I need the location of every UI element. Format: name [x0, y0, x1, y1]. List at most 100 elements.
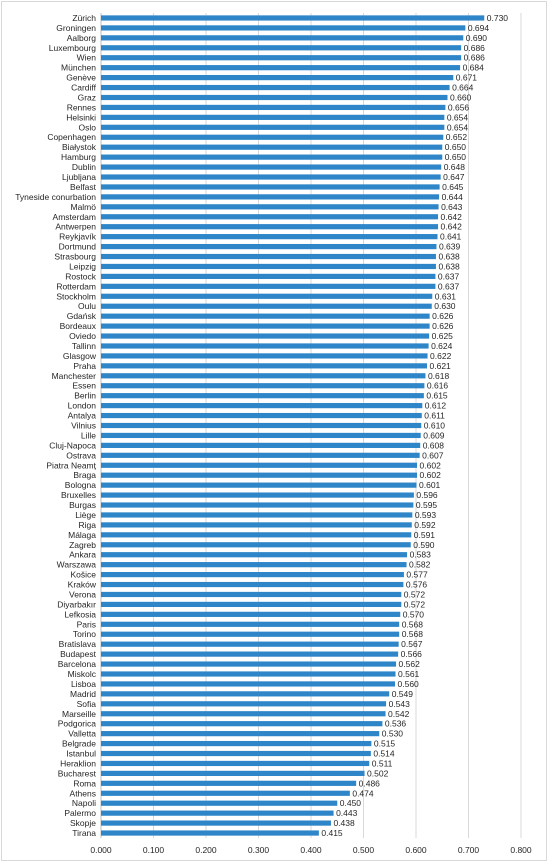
- bar: [101, 45, 462, 51]
- value-label: 0.568: [402, 619, 424, 629]
- value-label: 0.570: [403, 609, 425, 619]
- bar: [101, 243, 437, 250]
- bar: [101, 144, 443, 150]
- category-label: Málaga: [68, 530, 96, 540]
- category-label: Torino: [73, 629, 96, 639]
- value-label: 0.631: [435, 291, 457, 301]
- value-label: 0.686: [464, 43, 486, 53]
- category-label: Białystok: [62, 142, 97, 152]
- bar: [101, 562, 407, 568]
- value-label: 0.530: [382, 729, 404, 739]
- category-label: Ankara: [69, 550, 96, 560]
- category-label: Riga: [79, 520, 97, 530]
- value-labels: 0.7300.6940.6900.6860.6860.6840.6710.664…: [321, 13, 508, 838]
- value-label: 0.582: [409, 560, 431, 570]
- bar: [101, 293, 433, 299]
- value-label: 0.643: [441, 202, 463, 212]
- value-label: 0.438: [333, 818, 355, 828]
- value-label: 0.543: [389, 699, 411, 709]
- bar: [101, 631, 400, 637]
- value-label: 0.626: [432, 311, 454, 321]
- category-label: Strasbourg: [54, 252, 96, 262]
- category-label: Bucharest: [58, 768, 97, 778]
- bar: [101, 323, 430, 329]
- value-label: 0.561: [398, 669, 420, 679]
- category-label: Stockholm: [56, 291, 96, 301]
- bar: [101, 581, 404, 588]
- bar: [101, 403, 423, 409]
- bar: [101, 104, 446, 111]
- value-label: 0.601: [419, 480, 441, 490]
- category-label: Podgorica: [58, 719, 97, 729]
- category-label: Helsinki: [66, 112, 96, 122]
- bar: [101, 731, 380, 737]
- category-label: Paris: [77, 619, 96, 629]
- bar: [101, 701, 387, 707]
- category-label: Manchester: [52, 371, 97, 381]
- bar: [101, 114, 445, 120]
- category-label: Ostrava: [66, 450, 96, 460]
- bar: [101, 760, 370, 767]
- category-label: Tallinn: [72, 341, 96, 351]
- bar: [101, 383, 425, 389]
- value-label: 0.621: [430, 361, 452, 371]
- category-label: Dublin: [72, 162, 96, 172]
- category-label: Burgas: [69, 500, 96, 510]
- bar: [101, 750, 371, 757]
- category-label: Warszawa: [57, 560, 97, 570]
- category-label: Diyarbakır: [57, 599, 96, 609]
- value-label: 0.560: [398, 679, 420, 689]
- value-label: 0.615: [426, 391, 448, 401]
- category-label: Roma: [73, 778, 96, 788]
- value-label: 0.624: [431, 341, 453, 351]
- bar: [101, 432, 421, 439]
- bar: [101, 373, 426, 379]
- value-label: 0.637: [438, 271, 460, 281]
- category-label: Gdańsk: [67, 311, 97, 321]
- value-label: 0.647: [443, 172, 465, 182]
- bar: [101, 224, 439, 230]
- category-label: Lille: [81, 430, 96, 440]
- bar: [101, 333, 430, 339]
- bar: [101, 651, 399, 657]
- bar: [101, 790, 350, 796]
- value-label: 0.660: [450, 92, 472, 102]
- x-tick-label: 0.000: [90, 845, 112, 855]
- x-tick-label: 0.300: [248, 845, 270, 855]
- bar: [101, 800, 338, 806]
- bar: [101, 542, 411, 548]
- category-label: Palermo: [64, 808, 96, 818]
- bar: [101, 353, 428, 359]
- bar: [101, 462, 418, 468]
- bar: [101, 164, 442, 170]
- value-label: 0.415: [321, 828, 343, 838]
- category-label: Skopje: [70, 818, 96, 828]
- category-label: Reykjavík: [59, 232, 97, 242]
- bar: [101, 502, 414, 508]
- category-label: Oulu: [78, 301, 96, 311]
- bar: [101, 691, 390, 697]
- value-label: 0.608: [423, 440, 445, 450]
- bar: [101, 55, 462, 61]
- value-label: 0.644: [442, 192, 464, 202]
- bar: [101, 671, 396, 677]
- category-label: Verona: [69, 589, 96, 599]
- category-label: München: [61, 63, 96, 73]
- category-label: Copenhagen: [47, 132, 96, 142]
- value-label: 0.590: [413, 540, 435, 550]
- bar: [101, 740, 372, 747]
- value-label: 0.602: [420, 460, 442, 470]
- value-label: 0.577: [406, 570, 428, 580]
- bar: [101, 204, 439, 210]
- value-label: 0.609: [423, 430, 445, 440]
- category-label: Valletta: [68, 729, 96, 739]
- value-label: 0.566: [401, 649, 423, 659]
- bar: [101, 532, 412, 538]
- category-label: Bologna: [65, 480, 96, 490]
- category-label: Lefkosia: [64, 609, 96, 619]
- value-label: 0.684: [463, 63, 485, 73]
- category-label: Lisboa: [71, 679, 96, 689]
- category-label: Aalborg: [67, 33, 97, 43]
- bar: [101, 552, 408, 558]
- category-labels: ZürichGroningenAalborgLuxembourgWienMünc…: [15, 13, 97, 838]
